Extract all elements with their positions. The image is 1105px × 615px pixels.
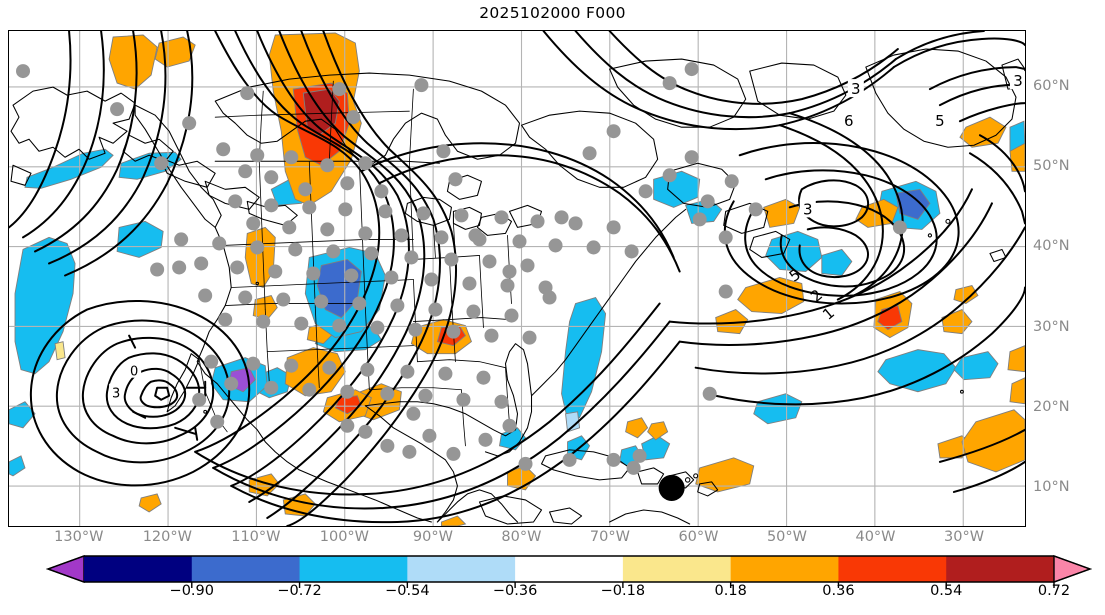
colorbar-swatch-2 xyxy=(299,556,408,582)
graticule-layer xyxy=(9,31,1025,526)
colorbar-over-arrow xyxy=(1053,555,1093,583)
colorbar-swatch-3 xyxy=(407,556,516,582)
lat-tick-label-2: 40°N xyxy=(1033,238,1070,255)
colorbar-tick-label-1: −0.72 xyxy=(277,583,322,599)
colorbar-swatches xyxy=(45,555,1093,588)
map-plot-area: 3 3 6 5 3 5 2 1 0 3 xyxy=(8,30,1026,527)
colorbar-swatch-1 xyxy=(191,556,301,582)
svg-text:3: 3 xyxy=(112,387,120,402)
lon-tick-label-7: 60°W xyxy=(678,529,719,545)
svg-text:5: 5 xyxy=(935,112,945,130)
lat-tick-label-5: 10°N xyxy=(1033,478,1070,495)
svg-text:3: 3 xyxy=(851,80,861,98)
lat-tick-label-4: 20°N xyxy=(1033,398,1070,415)
highlight-marker xyxy=(658,474,685,501)
lon-tick-label-10: 30°W xyxy=(944,529,985,545)
svg-text:0: 0 xyxy=(130,365,138,380)
colorbar-tick-label-5: 0.18 xyxy=(714,583,747,599)
colorbar-tick-label-3: −0.36 xyxy=(492,583,538,599)
contour-layer xyxy=(9,31,1025,526)
svg-text:3: 3 xyxy=(1013,72,1023,90)
colorbar xyxy=(0,552,1105,615)
colorbar-swatch-4 xyxy=(515,556,624,582)
colorbar-swatch-7 xyxy=(838,556,947,582)
lon-tick-label-1: 120°W xyxy=(142,529,192,545)
colorbar-under-arrow xyxy=(45,555,85,583)
geography-layer xyxy=(10,48,1025,525)
lat-tick-label-0: 60°N xyxy=(1033,78,1070,95)
colorbar-swatch-0 xyxy=(84,556,193,582)
lon-tick-label-6: 70°W xyxy=(589,529,630,545)
lon-tick-label-4: 90°W xyxy=(412,529,453,545)
map-canvas: 3 3 6 5 3 5 2 1 0 3 xyxy=(9,31,1025,526)
lon-tick-label-5: 80°W xyxy=(501,529,542,545)
svg-text:3: 3 xyxy=(803,200,813,218)
figure-title: 2025102000 F000 xyxy=(479,4,626,22)
lon-tick-label-3: 100°W xyxy=(319,529,370,545)
colorbar-tick-label-7: 0.54 xyxy=(930,583,963,599)
lon-tick-label-2: 110°W xyxy=(231,529,281,545)
colorbar-tick-label-8: 0.72 xyxy=(1037,583,1071,599)
colorbar-tick-label-2: −0.54 xyxy=(385,583,430,599)
colorbar-tick-label-4: −0.18 xyxy=(600,583,646,599)
contour-label-layer: 3 3 6 5 3 5 2 1 0 3 xyxy=(109,71,1025,402)
colorbar-tick-label-0: −0.90 xyxy=(169,583,214,599)
lat-tick-label-1: 50°N xyxy=(1033,158,1070,175)
station-dots-layer xyxy=(16,62,907,501)
colorbar-swatch-5 xyxy=(622,556,732,582)
colorbar-tick-label-6: 0.36 xyxy=(822,583,855,599)
lon-tick-label-9: 40°W xyxy=(855,529,896,545)
anomaly-shading-layer xyxy=(9,32,1025,526)
colorbar-swatch-8 xyxy=(946,556,1055,582)
svg-text:6: 6 xyxy=(844,112,854,130)
colorbar-swatch-6 xyxy=(730,556,839,582)
lon-tick-label-0: 130°W xyxy=(54,529,104,545)
svg-text:1: 1 xyxy=(819,304,838,324)
lat-tick-label-3: 30°N xyxy=(1033,318,1070,335)
lon-tick-label-8: 50°W xyxy=(766,529,808,545)
